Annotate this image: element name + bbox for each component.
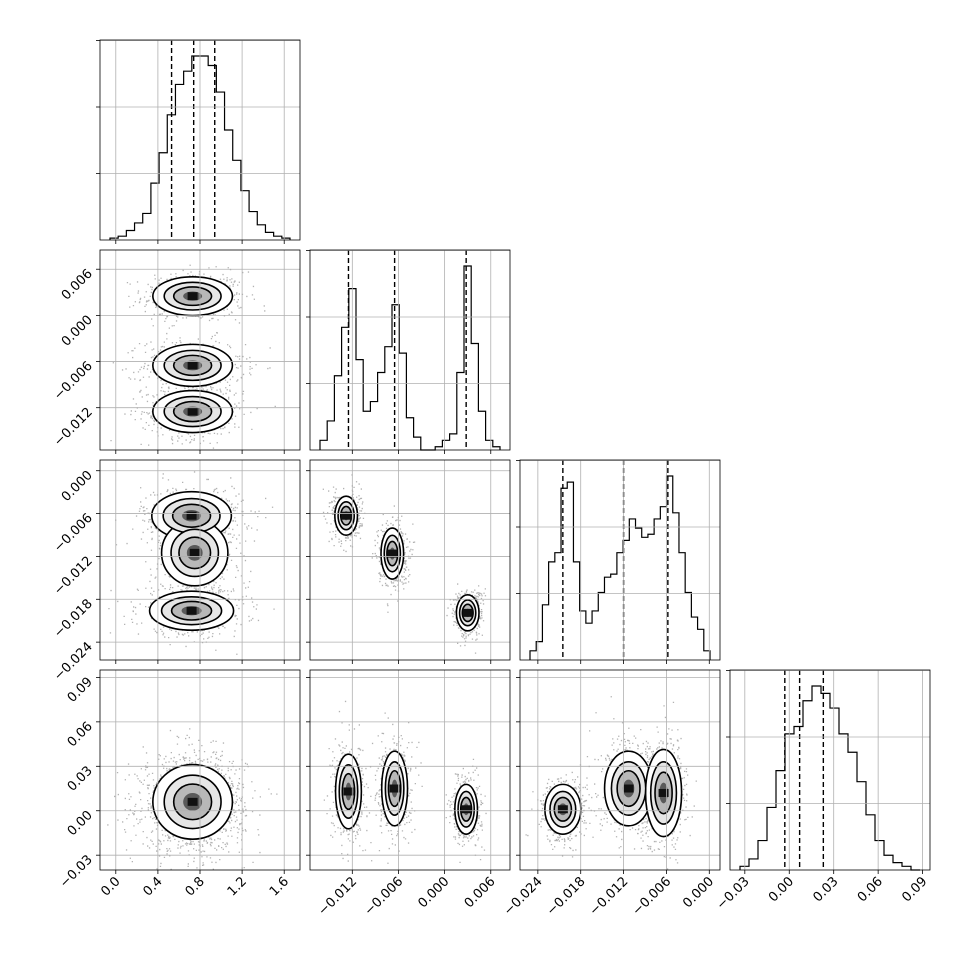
y-tick-label: −0.012 [51, 405, 96, 450]
y-tick-label: 0.06 [65, 719, 96, 750]
joint-panel-1-3 [323, 700, 487, 864]
joint-panel-0-2 [108, 471, 275, 655]
density-peak [186, 606, 197, 615]
x-tick-label: −0.018 [544, 874, 589, 919]
y-tick-label: 0.000 [59, 313, 96, 350]
x-tick-label: 1.2 [225, 874, 250, 899]
x-tick-label: −0.012 [316, 874, 361, 919]
density-peak [187, 407, 198, 416]
x-tick-label: 0.09 [899, 874, 930, 905]
density-peak [341, 511, 352, 520]
x-tick-label: −0.012 [587, 874, 632, 919]
joint-frame [309, 459, 511, 661]
density-peak [658, 788, 669, 797]
joint-panel-1-2 [322, 474, 487, 654]
histogram-frame [309, 249, 511, 451]
x-tick-label: −0.006 [630, 874, 675, 919]
density-peak [189, 548, 200, 557]
histogram-step [529, 475, 711, 660]
histogram-frame [519, 459, 721, 661]
y-tick-label: 0.09 [65, 675, 96, 706]
density-peak [461, 805, 472, 814]
y-tick-label: −0.006 [51, 359, 96, 404]
histogram-frame [729, 669, 931, 871]
x-tick-label: 0.8 [183, 874, 208, 899]
histogram-panel-1 [319, 250, 501, 451]
joint-frame [519, 669, 721, 871]
y-tick-label: −0.024 [51, 639, 96, 684]
density-peak [387, 549, 398, 558]
joint-frame [309, 669, 511, 871]
y-tick-label: 0.000 [59, 468, 96, 505]
density-peak [389, 784, 400, 793]
density-peak [187, 797, 198, 806]
x-tick-label: 0.06 [855, 874, 886, 905]
y-tick-label: 0.006 [59, 266, 96, 303]
x-tick-label: 0.00 [766, 874, 797, 905]
x-tick-label: −0.006 [362, 874, 407, 919]
y-tick-label: −0.03 [57, 852, 96, 891]
x-tick-label: 0.006 [462, 874, 499, 911]
joint-panel-2-3 [525, 696, 697, 870]
y-tick-label: −0.018 [51, 597, 96, 642]
density-peak [462, 608, 473, 617]
histogram-step [739, 685, 920, 871]
histogram-step [319, 265, 501, 451]
joint-panel-0-1 [110, 264, 276, 449]
y-tick-label: 0.00 [65, 808, 96, 839]
density-peak [186, 511, 197, 520]
density-peak [623, 784, 634, 793]
density-peak [557, 805, 568, 814]
x-tick-label: 1.6 [267, 874, 292, 899]
y-tick-label: −0.006 [51, 511, 96, 556]
density-peak [343, 787, 354, 796]
density-peak [187, 292, 198, 301]
histogram-panel-3 [739, 670, 920, 871]
x-tick-label: 0.4 [140, 874, 165, 899]
joint-panel-0-3 [107, 728, 278, 870]
y-tick-label: 0.03 [65, 764, 96, 795]
x-tick-label: 0.000 [416, 874, 453, 911]
x-tick-label: −0.024 [501, 874, 546, 919]
x-tick-label: 0.03 [810, 874, 841, 905]
y-tick-label: −0.012 [51, 554, 96, 599]
x-tick-label: −0.03 [714, 874, 753, 913]
density-peak [187, 361, 198, 370]
x-tick-label: 0.0 [98, 874, 123, 899]
histogram-panel-2 [529, 460, 711, 660]
x-tick-label: 0.000 [680, 874, 717, 911]
